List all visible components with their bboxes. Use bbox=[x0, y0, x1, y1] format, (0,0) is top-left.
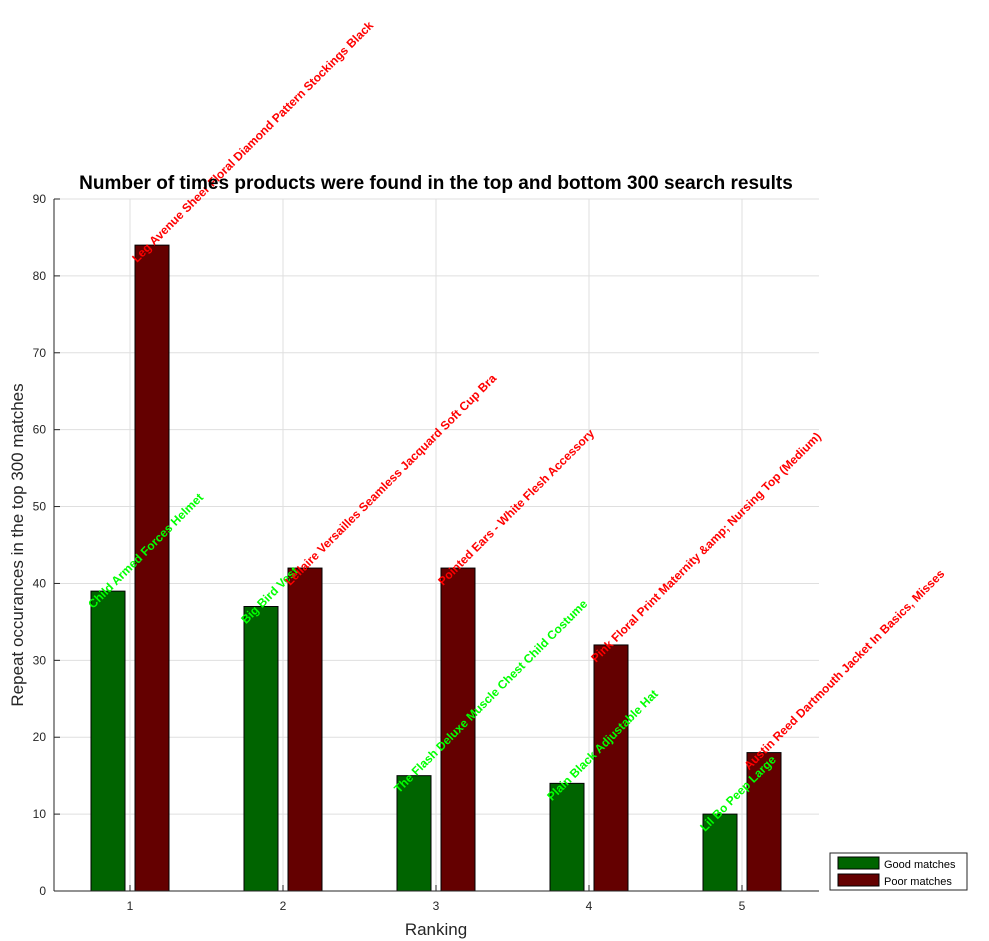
y-tick-label: 40 bbox=[33, 576, 47, 590]
bar-good-match bbox=[90, 590, 126, 892]
bar-poor-match bbox=[593, 644, 629, 892]
legend-swatch-poor bbox=[837, 873, 880, 887]
chart-title: Number of times products were found in t… bbox=[79, 173, 793, 194]
grid-lines bbox=[54, 198, 819, 892]
x-axis-label: Ranking bbox=[405, 920, 467, 939]
bar-poor-match bbox=[134, 244, 170, 892]
x-tick-label: 5 bbox=[739, 899, 746, 913]
bar-poor-match bbox=[440, 567, 476, 892]
y-tick-label: 50 bbox=[33, 500, 47, 514]
x-tick-label: 1 bbox=[127, 899, 134, 913]
x-tick-label: 3 bbox=[433, 899, 440, 913]
y-tick-label: 70 bbox=[33, 346, 47, 360]
bar-good-match bbox=[243, 606, 279, 892]
tick-labels: 0 10 20 30 40 50 60 70 80 90 1 2 3 4 5 bbox=[33, 192, 746, 913]
y-tick-label: 10 bbox=[33, 807, 47, 821]
bar-good-match bbox=[396, 775, 432, 892]
legend-label-good: Good matches bbox=[884, 859, 956, 871]
y-tick-label: 30 bbox=[33, 653, 47, 667]
legend-label-poor: Poor matches bbox=[884, 876, 952, 888]
legend-swatch-good bbox=[837, 856, 880, 870]
bar-good-match bbox=[549, 782, 585, 892]
legend: Good matches Poor matches bbox=[829, 852, 968, 891]
y-axis-label: Repeat occurances in the top 300 matches bbox=[8, 383, 27, 706]
y-tick-label: 80 bbox=[33, 269, 47, 283]
y-tick-label: 90 bbox=[33, 192, 47, 206]
axes bbox=[53, 198, 819, 892]
x-tick-label: 4 bbox=[586, 899, 593, 913]
x-tick-label: 2 bbox=[280, 899, 287, 913]
bars-group bbox=[90, 244, 782, 892]
bar-good-match bbox=[702, 813, 738, 892]
y-tick-label: 20 bbox=[33, 730, 47, 744]
y-tick-label: 0 bbox=[39, 884, 46, 898]
y-tick-label: 60 bbox=[33, 423, 47, 437]
bar-poor-match bbox=[287, 567, 323, 892]
